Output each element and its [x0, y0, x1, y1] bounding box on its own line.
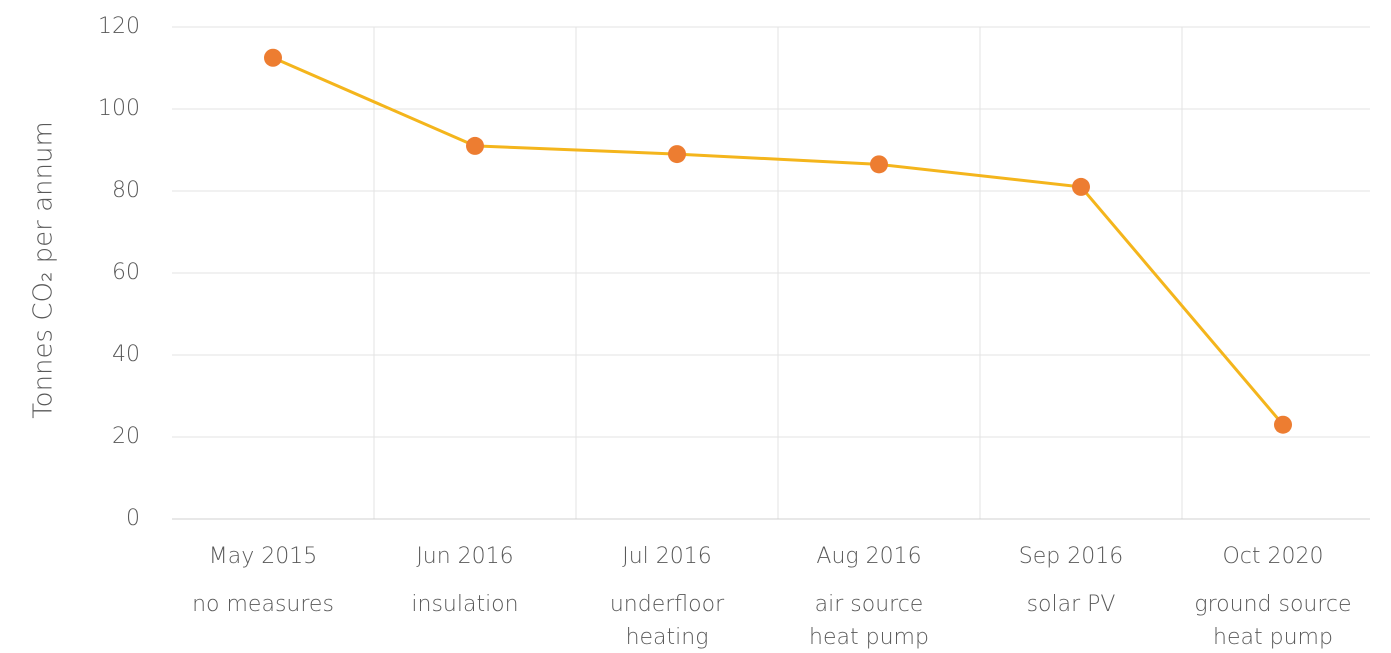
data-point [870, 155, 888, 174]
data-point [668, 145, 686, 164]
y-tick-label: 80 [112, 178, 140, 203]
x-tick-label: Oct 2020 [1222, 544, 1323, 569]
category-description: solar PV [1027, 592, 1116, 617]
data-point [1072, 177, 1090, 196]
category-description: heat pump [1213, 625, 1333, 650]
data-point [1274, 415, 1292, 434]
x-tick-label: Sep 2016 [1019, 544, 1123, 569]
y-tick-label: 0 [126, 506, 140, 531]
category-description: heat pump [809, 625, 929, 650]
x-tick-label: Jun 2016 [416, 544, 513, 569]
category-description: heating [626, 625, 709, 650]
category-description: air source [815, 592, 924, 617]
y-tick-label: 60 [112, 260, 140, 285]
y-tick-label: 100 [98, 96, 140, 121]
y-tick-label: 40 [112, 342, 140, 367]
category-description: ground source [1194, 592, 1351, 617]
x-tick-label: May 2015 [209, 544, 317, 569]
y-axis-label: Tonnes CO₂ per annum [29, 121, 59, 419]
data-point [466, 136, 484, 155]
category-description: no measures [192, 592, 334, 617]
y-tick-label: 20 [112, 424, 140, 449]
category-description: underfloor [610, 592, 725, 617]
series-line [272, 56, 1285, 426]
x-tick-label: Aug 2016 [816, 544, 921, 569]
category-description: insulation [411, 592, 518, 617]
x-tick-label: Jul 2016 [622, 544, 712, 569]
y-tick-label: 120 [98, 14, 140, 39]
data-point [264, 48, 282, 67]
